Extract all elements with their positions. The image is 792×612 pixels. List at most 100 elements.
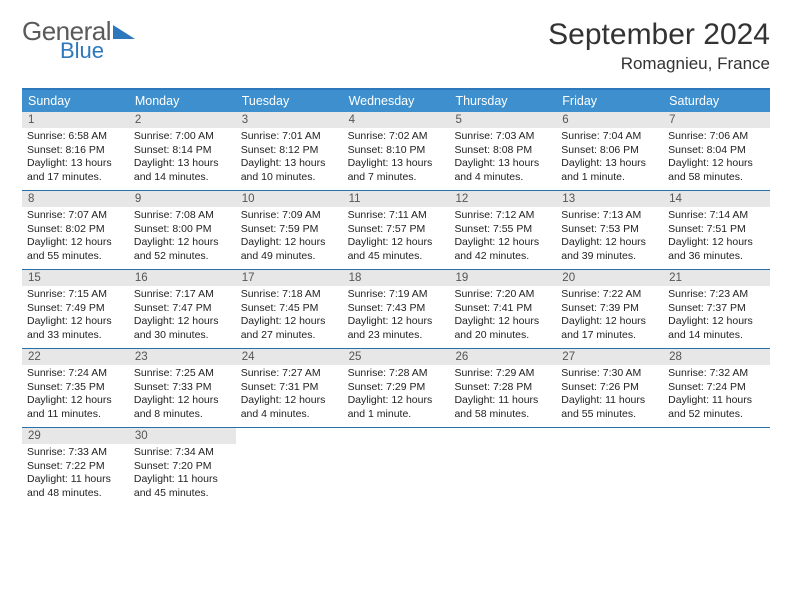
weekday-label: Monday (129, 90, 236, 112)
calendar-day (343, 428, 450, 506)
day-number: 28 (663, 349, 770, 365)
sunrise-text: Sunrise: 7:25 AM (134, 367, 231, 381)
daylight-text: Daylight: 12 hours and 4 minutes. (241, 394, 338, 421)
calendar-day: 27Sunrise: 7:30 AMSunset: 7:26 PMDayligh… (556, 349, 663, 427)
daylight-text: Daylight: 13 hours and 14 minutes. (134, 157, 231, 184)
sunset-text: Sunset: 8:08 PM (454, 144, 551, 158)
day-number: 21 (663, 270, 770, 286)
sunset-text: Sunset: 7:43 PM (348, 302, 445, 316)
day-number: 2 (129, 112, 236, 128)
calendar-day (663, 428, 770, 506)
sunset-text: Sunset: 8:06 PM (561, 144, 658, 158)
daylight-text: Daylight: 12 hours and 36 minutes. (668, 236, 765, 263)
sunrise-text: Sunrise: 7:12 AM (454, 209, 551, 223)
day-number (236, 428, 343, 432)
day-details: Sunrise: 7:25 AMSunset: 7:33 PMDaylight:… (129, 365, 236, 426)
sunrise-text: Sunrise: 7:00 AM (134, 130, 231, 144)
calendar-day: 22Sunrise: 7:24 AMSunset: 7:35 PMDayligh… (22, 349, 129, 427)
daylight-text: Daylight: 12 hours and 17 minutes. (561, 315, 658, 342)
daylight-text: Daylight: 12 hours and 33 minutes. (27, 315, 124, 342)
sunset-text: Sunset: 7:59 PM (241, 223, 338, 237)
location-label: Romagnieu, France (548, 54, 770, 74)
day-number: 17 (236, 270, 343, 286)
day-number: 4 (343, 112, 450, 128)
sunset-text: Sunset: 7:35 PM (27, 381, 124, 395)
sunrise-text: Sunrise: 7:15 AM (27, 288, 124, 302)
sunrise-text: Sunrise: 7:17 AM (134, 288, 231, 302)
daylight-text: Daylight: 12 hours and 27 minutes. (241, 315, 338, 342)
sunset-text: Sunset: 7:20 PM (134, 460, 231, 474)
daylight-text: Daylight: 11 hours and 48 minutes. (27, 473, 124, 500)
sunrise-text: Sunrise: 7:23 AM (668, 288, 765, 302)
calendar-day: 4Sunrise: 7:02 AMSunset: 8:10 PMDaylight… (343, 112, 450, 190)
sunrise-text: Sunrise: 7:34 AM (134, 446, 231, 460)
sunrise-text: Sunrise: 7:19 AM (348, 288, 445, 302)
calendar-day: 16Sunrise: 7:17 AMSunset: 7:47 PMDayligh… (129, 270, 236, 348)
day-number: 18 (343, 270, 450, 286)
calendar-day: 13Sunrise: 7:13 AMSunset: 7:53 PMDayligh… (556, 191, 663, 269)
day-details: Sunrise: 7:19 AMSunset: 7:43 PMDaylight:… (343, 286, 450, 347)
day-number (449, 428, 556, 432)
sunset-text: Sunset: 7:28 PM (454, 381, 551, 395)
weekday-label: Saturday (663, 90, 770, 112)
sunrise-text: Sunrise: 7:27 AM (241, 367, 338, 381)
weekday-label: Friday (556, 90, 663, 112)
day-details: Sunrise: 7:06 AMSunset: 8:04 PMDaylight:… (663, 128, 770, 189)
sunset-text: Sunset: 8:12 PM (241, 144, 338, 158)
calendar-day (236, 428, 343, 506)
daylight-text: Daylight: 12 hours and 45 minutes. (348, 236, 445, 263)
calendar-day: 2 Sunrise: 7:00 AMSunset: 8:14 PMDaylight… (129, 112, 236, 190)
sunset-text: Sunset: 7:29 PM (348, 381, 445, 395)
sunrise-text: Sunrise: 7:30 AM (561, 367, 658, 381)
calendar-day: 30Sunrise: 7:34 AMSunset: 7:20 PMDayligh… (129, 428, 236, 506)
sunrise-text: Sunrise: 7:07 AM (27, 209, 124, 223)
daylight-text: Daylight: 13 hours and 7 minutes. (348, 157, 445, 184)
sunset-text: Sunset: 7:51 PM (668, 223, 765, 237)
calendar-weekday-header: Sunday Monday Tuesday Wednesday Thursday… (22, 90, 770, 112)
sunset-text: Sunset: 7:39 PM (561, 302, 658, 316)
calendar-day: 17Sunrise: 7:18 AMSunset: 7:45 PMDayligh… (236, 270, 343, 348)
sunrise-text: Sunrise: 7:04 AM (561, 130, 658, 144)
calendar-day: 25Sunrise: 7:28 AMSunset: 7:29 PMDayligh… (343, 349, 450, 427)
day-details: Sunrise: 6:58 AMSunset: 8:16 PMDaylight:… (22, 128, 129, 189)
day-details: Sunrise: 7:09 AMSunset: 7:59 PMDaylight:… (236, 207, 343, 268)
day-number (343, 428, 450, 432)
sunrise-text: Sunrise: 7:20 AM (454, 288, 551, 302)
calendar-week: 1Sunrise: 6:58 AMSunset: 8:16 PMDaylight… (22, 112, 770, 191)
daylight-text: Daylight: 12 hours and 49 minutes. (241, 236, 338, 263)
sunrise-text: Sunrise: 7:33 AM (27, 446, 124, 460)
sunset-text: Sunset: 7:47 PM (134, 302, 231, 316)
day-details: Sunrise: 7:02 AMSunset: 8:10 PMDaylight:… (343, 128, 450, 189)
calendar-day: 6Sunrise: 7:04 AMSunset: 8:06 PMDaylight… (556, 112, 663, 190)
sunrise-text: Sunrise: 7:32 AM (668, 367, 765, 381)
sunrise-text: Sunrise: 7:03 AM (454, 130, 551, 144)
day-number: 11 (343, 191, 450, 207)
day-number (663, 428, 770, 432)
calendar-day: 9Sunrise: 7:08 AMSunset: 8:00 PMDaylight… (129, 191, 236, 269)
calendar-day: 12Sunrise: 7:12 AMSunset: 7:55 PMDayligh… (449, 191, 556, 269)
daylight-text: Daylight: 12 hours and 14 minutes. (668, 315, 765, 342)
day-number (556, 428, 663, 432)
day-number: 8 (22, 191, 129, 207)
day-details: Sunrise: 7:27 AMSunset: 7:31 PMDaylight:… (236, 365, 343, 426)
sunset-text: Sunset: 7:45 PM (241, 302, 338, 316)
sunset-text: Sunset: 8:16 PM (27, 144, 124, 158)
daylight-text: Daylight: 12 hours and 39 minutes. (561, 236, 658, 263)
day-number: 5 (449, 112, 556, 128)
weekday-label: Sunday (22, 90, 129, 112)
day-number: 27 (556, 349, 663, 365)
day-number: 20 (556, 270, 663, 286)
sunrise-text: Sunrise: 7:08 AM (134, 209, 231, 223)
sunset-text: Sunset: 7:57 PM (348, 223, 445, 237)
calendar-day (449, 428, 556, 506)
day-number: 26 (449, 349, 556, 365)
calendar-day: 24Sunrise: 7:27 AMSunset: 7:31 PMDayligh… (236, 349, 343, 427)
day-number: 6 (556, 112, 663, 128)
day-details: Sunrise: 7:20 AMSunset: 7:41 PMDaylight:… (449, 286, 556, 347)
day-details: Sunrise: 7:33 AMSunset: 7:22 PMDaylight:… (22, 444, 129, 505)
sunset-text: Sunset: 8:14 PM (134, 144, 231, 158)
sunrise-text: Sunrise: 7:22 AM (561, 288, 658, 302)
sunrise-text: Sunrise: 7:06 AM (668, 130, 765, 144)
day-details: Sunrise: 7:34 AMSunset: 7:20 PMDaylight:… (129, 444, 236, 505)
day-details: Sunrise: 7:11 AMSunset: 7:57 PMDaylight:… (343, 207, 450, 268)
